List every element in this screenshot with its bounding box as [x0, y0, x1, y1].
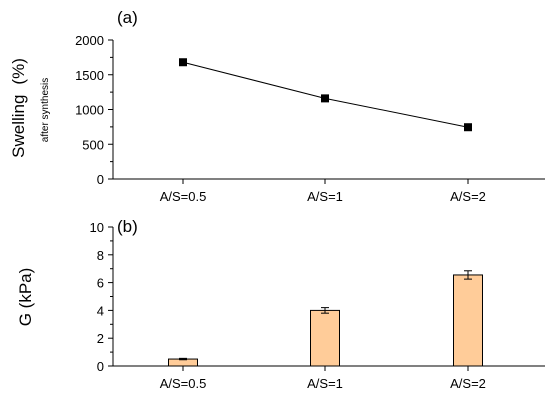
- chart-b-ytick-label: 8: [97, 248, 104, 263]
- chart-b-xtick-label: A/S=1: [307, 376, 343, 391]
- chart-b-ytick-label: 4: [97, 303, 104, 318]
- chart-b-marks: [168, 270, 483, 367]
- chart-a-xtick-label: A/S=0.5: [160, 189, 207, 204]
- chart-a-point: [464, 123, 472, 132]
- chart-a-xtick-label: A/S=1: [307, 189, 343, 204]
- chart-b-xtick-label: A/S=0.5: [160, 376, 207, 391]
- chart-b-ytick-label: 6: [97, 276, 104, 291]
- chart-a-ylabel: Swelling (%): [9, 58, 28, 158]
- chart-a-ytick-label: 1500: [75, 68, 104, 83]
- chart-b-ytick-label: 2: [97, 331, 104, 346]
- panel-label-b: (b): [117, 217, 138, 236]
- panel-label-a: (a): [117, 8, 138, 27]
- chart-b-ylabel: G (kPa): [16, 268, 35, 327]
- chart-a-point: [321, 94, 329, 103]
- chart-a-marks: [179, 58, 472, 132]
- chart-b-bar: [310, 309, 340, 367]
- chart-a-ylabel-unit: (%): [9, 58, 28, 84]
- chart-a-ylabel-main: Swelling: [9, 95, 28, 158]
- chart-a-xtick-label: A/S=2: [450, 189, 486, 204]
- chart-b-xtick-label: A/S=2: [450, 376, 486, 391]
- chart-a-ytick-label: 2000: [75, 33, 104, 48]
- chart-a: (a) 0 500 1000 1500 2000 A/S=0.5 A/S=1 A/S=2 Sw…: [9, 8, 545, 204]
- chart-b-ytick-label: 10: [90, 220, 104, 235]
- chart-b-bar: [453, 274, 483, 367]
- chart-a-ytick-label: 0: [97, 172, 104, 187]
- chart-a-ytick-label: 500: [82, 137, 104, 152]
- chart-a-ytick-label: 1000: [75, 103, 104, 118]
- chart-a-point: [179, 58, 187, 67]
- chart-a-axes: 0 500 1000 1500 2000 A/S=0.5 A/S=1 A/S=2: [75, 33, 545, 204]
- chart-a-ylabel-sub: after synthesis: [40, 78, 51, 142]
- chart-b-ytick-label: 0: [97, 359, 104, 374]
- chart-b: (b) 0 2 4 6 8 10 A/S=0.5 A/S=1 A/S=2 G (kPa): [16, 217, 545, 391]
